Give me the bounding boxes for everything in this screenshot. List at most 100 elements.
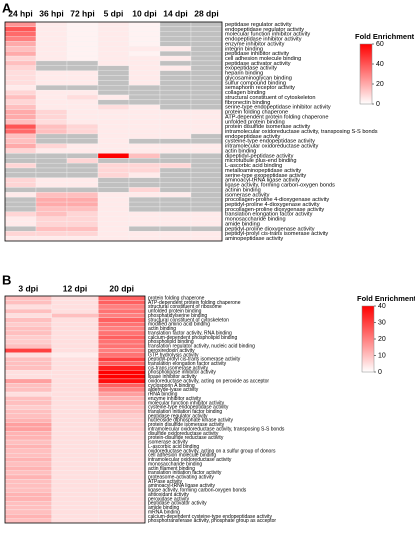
column-label: 20 dpi [109,283,134,293]
row-label: aminopeptidase activity [225,236,283,242]
heatmap-cell [190,36,223,42]
heatmap-cell [4,226,37,232]
heatmap-cell [4,487,52,493]
row-label: semaphorin receptor activity [225,85,295,91]
row-label: ligase activity, forming carbon-oxygen b… [148,488,247,494]
heatmap-cell [159,162,192,169]
heatmap-cell [159,31,192,37]
heatmap-cell [51,391,99,397]
heatmap-cell [190,143,223,149]
heatmap-cell [66,211,99,217]
heatmap-cell [4,391,52,397]
heatmap-cell [128,94,161,101]
heatmap-cell [66,109,99,115]
heatmap-cell [66,89,99,96]
row-label: monosaccharide binding [225,217,286,223]
heatmap-cell [97,231,130,237]
heatmap-cell [4,431,52,436]
heatmap-cell [4,396,52,401]
heatmap-cell [128,138,161,144]
heatmap-cell [35,182,68,188]
heatmap-cell [4,374,52,380]
heatmap-cell [4,31,37,37]
heatmap-cell [4,300,52,305]
colorbar [359,43,373,105]
heatmap-cell [159,197,192,203]
heatmap-cell [51,453,99,458]
row-label: intramolecular oxidoreductase activity [148,457,232,463]
heatmap-cell [98,396,146,401]
heatmap-cell [35,133,68,139]
heatmap-cell [4,339,52,345]
heatmap-cell [159,46,192,52]
heatmap-cell [98,295,146,301]
heatmap-cell [98,448,146,454]
colorbar-tick-label: 20 [378,336,386,343]
heatmap-border [4,295,146,524]
heatmap-cell [66,80,99,86]
heatmap-cell [190,55,223,62]
row-label: intramolecular oxidoreductase activity, … [148,426,285,432]
heatmap-cell [98,501,146,506]
heatmap-cell [4,177,37,183]
heatmap-cell [159,216,192,222]
heatmap-cell [51,356,99,362]
heatmap-cell [97,148,130,154]
column-label: 72 hpi [70,8,95,18]
heatmap-cell [98,383,146,388]
row-label: cis-trans isomerase activity [148,365,209,371]
heatmap-cell [159,133,192,139]
colorbar-tick-label: 30 [378,319,386,326]
heatmap-cell [4,211,37,217]
heatmap-cell [35,128,68,135]
heatmap-cell [66,46,99,52]
row-label: phospholipase inhibitor activity [148,370,216,376]
heatmap-cell [4,383,52,388]
heatmap-cell [51,444,99,449]
heatmap-cell [51,479,99,484]
row-label: unfolded protein binding [225,119,285,125]
heatmap-cell [128,182,161,188]
heatmap-cell [66,143,99,149]
row-label: calcium-dependent phospholipid binding [148,335,237,341]
heatmap-cell [35,60,68,66]
heatmap-cell [4,75,37,81]
row-label: serine-type endopeptidase inhibitor acti… [225,105,331,111]
heatmap-cell [51,435,99,441]
heatmap-cell [35,114,68,120]
heatmap-cell [4,501,52,506]
row-label: ATP-dependent protein folding chaperone [225,114,328,120]
row-label: collagen binding [225,90,265,96]
heatmap-cell [97,85,130,91]
row-label: translation initiation factor binding [148,409,222,415]
heatmap-cell [97,206,130,212]
heatmap-cell [97,128,130,135]
row-label: structural constituent of ribosome [148,304,222,310]
heatmap-cell [35,119,68,125]
heatmap-cell [4,216,37,222]
heatmap-cell [97,216,130,222]
heatmap-cell [4,21,37,28]
heatmap-cell [51,413,99,419]
heatmap-cell [128,46,161,52]
heatmap-cell [97,138,130,144]
heatmap-cell [4,206,37,212]
heatmap-cell [190,41,223,47]
heatmap-cell [159,177,192,183]
heatmap-cell [190,153,223,159]
heatmap-cell [51,387,99,393]
heatmap-cell [128,133,161,139]
heatmap-cell [128,226,161,232]
heatmap-cell [4,439,52,445]
heatmap-cell [35,55,68,62]
heatmap-cell [4,404,52,410]
heatmap-cell [98,378,146,384]
heatmap-cell [66,235,99,242]
heatmap-cell [128,235,161,242]
row-label: peptidyl-prolyl cis-trans isomerase acti… [225,231,328,237]
row-label: protein-disulfide reductase activity [148,435,224,441]
heatmap-cell [4,409,52,415]
heatmap-cell [128,99,161,105]
heatmap-cell [98,352,146,358]
row-label: modified amino acid binding [148,322,210,328]
